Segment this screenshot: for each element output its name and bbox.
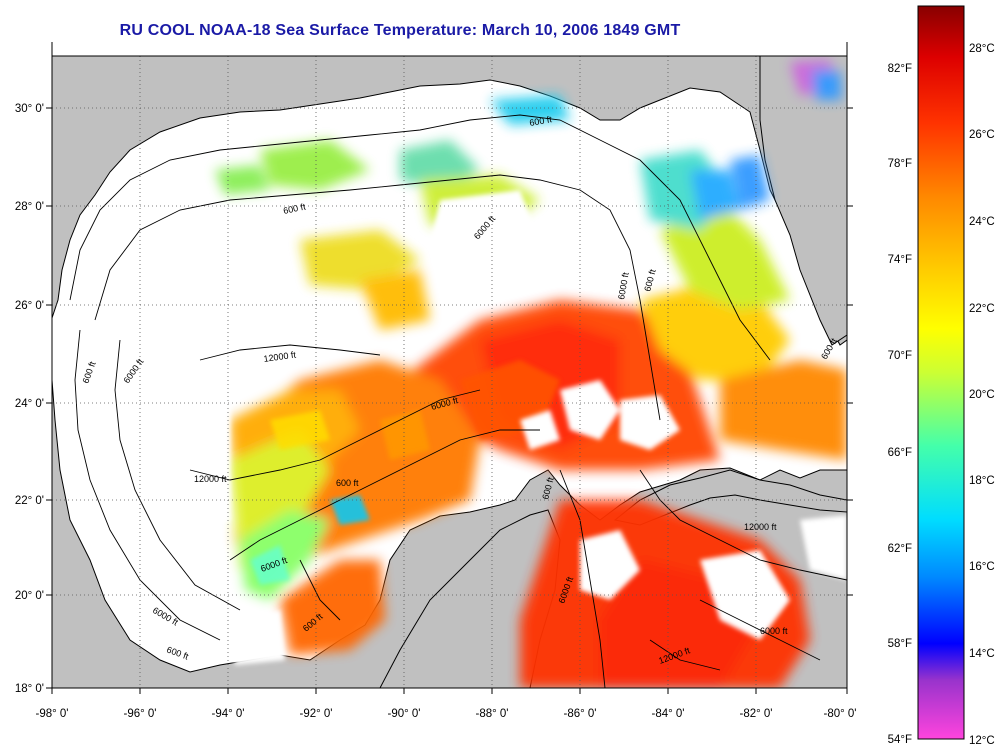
celsius-label: 26°C [969, 129, 995, 141]
celsius-label: 28°C [969, 43, 995, 55]
contour-label: 600 ft [529, 114, 553, 128]
celsius-label: 20°C [969, 389, 995, 401]
contour-label: 12000 ft [744, 522, 777, 532]
colorbar-fahrenheit-labels: 82°F 78°F 74°F 70°F 66°F 62°F 58°F 54°F [888, 63, 912, 746]
fahrenheit-label: 70°F [888, 350, 912, 362]
contour-label: 600 ft [282, 201, 307, 216]
colorbar [917, 5, 965, 740]
lon-tick-label: -80° 0' [823, 708, 856, 720]
lon-tick-label: -90° 0' [387, 708, 420, 720]
lat-tick-label: 26° 0' [15, 300, 44, 312]
lon-tick-label: -98° 0' [35, 708, 68, 720]
lon-tick-labels: -98° 0' -96° 0' -94° 0' -92° 0' -90° 0' … [35, 708, 856, 720]
celsius-label: 18°C [969, 475, 995, 487]
lon-tick-label: -84° 0' [651, 708, 684, 720]
lon-tick-label: -82° 0' [739, 708, 772, 720]
fahrenheit-label: 62°F [888, 543, 912, 555]
lat-tick-label: 20° 0' [15, 590, 44, 602]
florida-land [759, 56, 847, 346]
map-title: RU COOL NOAA-18 Sea Surface Temperature:… [119, 22, 681, 39]
lat-tick-label: 28° 0' [15, 201, 44, 213]
fahrenheit-label: 66°F [888, 447, 912, 459]
lon-tick-label: -88° 0' [475, 708, 508, 720]
lat-tick-label: 30° 0' [15, 103, 44, 115]
fahrenheit-label: 78°F [888, 158, 912, 170]
fahrenheit-label: 74°F [888, 254, 912, 266]
lon-tick-label: -92° 0' [299, 708, 332, 720]
fahrenheit-label: 54°F [888, 734, 912, 746]
contour-label: 6000 ft [760, 626, 788, 636]
lat-tick-labels: 18° 0' 20° 0' 22° 0' 24° 0' 26° 0' 28° 0… [15, 103, 44, 695]
colorbar-celsius-labels: 28°C 26°C 24°C 22°C 20°C 18°C 16°C 14°C … [969, 43, 995, 747]
lon-tick-label: -94° 0' [211, 708, 244, 720]
contour-label: 12000 ft [263, 349, 297, 363]
lat-tick-label: 24° 0' [15, 398, 44, 410]
lat-tick-label: 22° 0' [15, 495, 44, 507]
graticule [52, 56, 847, 688]
tick-marks [46, 42, 853, 694]
contour-label: 600 ft [336, 478, 359, 488]
fahrenheit-label: 82°F [888, 63, 912, 75]
celsius-label: 12°C [969, 735, 995, 747]
plot-frame [51, 55, 848, 689]
lon-tick-label: -86° 0' [563, 708, 596, 720]
fahrenheit-label: 58°F [888, 638, 912, 650]
celsius-label: 16°C [969, 561, 995, 573]
lat-tick-label: 18° 0' [15, 683, 44, 695]
celsius-label: 22°C [969, 303, 995, 315]
contour-label: 6000 ft [616, 271, 631, 300]
contour-label: 12000 ft [194, 474, 227, 484]
celsius-label: 24°C [969, 216, 995, 228]
celsius-label: 14°C [969, 648, 995, 660]
lon-tick-label: -96° 0' [123, 708, 156, 720]
